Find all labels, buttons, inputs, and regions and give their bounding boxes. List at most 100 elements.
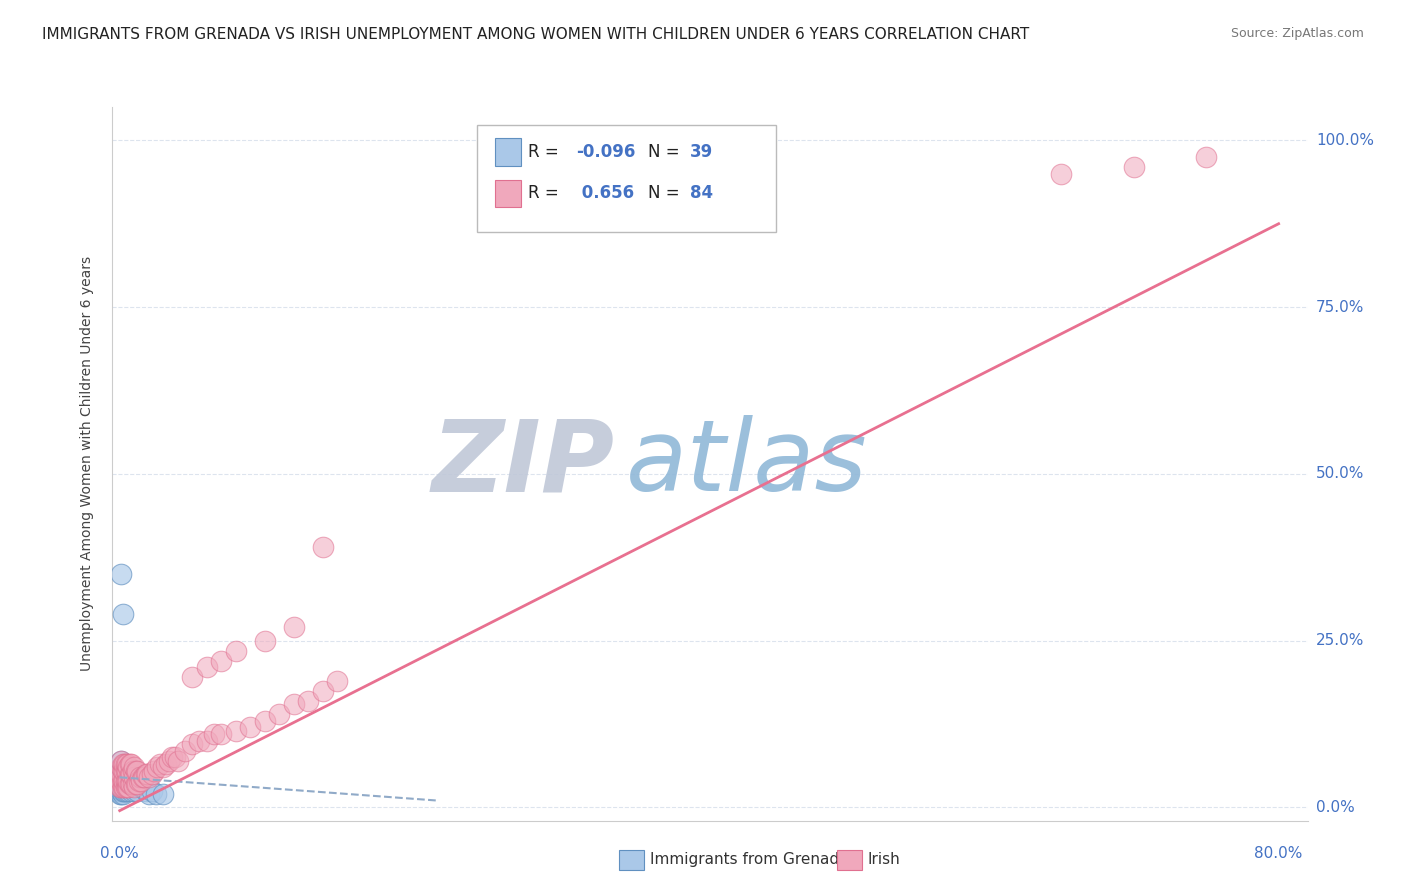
Point xyxy=(127,764,149,778)
Point xyxy=(110,780,132,795)
Point xyxy=(117,760,139,774)
Point xyxy=(122,770,145,784)
Point xyxy=(1050,167,1073,181)
Point xyxy=(121,764,143,778)
Point xyxy=(111,787,134,801)
Point xyxy=(297,693,319,707)
Text: 80.0%: 80.0% xyxy=(1254,846,1303,861)
Point xyxy=(141,767,163,781)
Text: IMMIGRANTS FROM GRENADA VS IRISH UNEMPLOYMENT AMONG WOMEN WITH CHILDREN UNDER 6 : IMMIGRANTS FROM GRENADA VS IRISH UNEMPLO… xyxy=(42,27,1029,42)
Point xyxy=(202,727,225,741)
Text: ZIP: ZIP xyxy=(432,416,614,512)
Point xyxy=(110,787,132,801)
Point xyxy=(110,767,132,781)
Text: R =: R = xyxy=(529,185,564,202)
Point xyxy=(108,787,131,801)
Point xyxy=(163,750,186,764)
Point xyxy=(122,783,145,797)
Point xyxy=(118,780,141,795)
Point xyxy=(111,756,134,771)
Point xyxy=(181,737,204,751)
Point xyxy=(127,777,149,791)
Point xyxy=(195,660,218,674)
Point xyxy=(112,773,135,788)
Text: 39: 39 xyxy=(690,143,713,161)
Text: N =: N = xyxy=(648,143,685,161)
Point xyxy=(122,780,145,795)
Text: 84: 84 xyxy=(690,185,713,202)
Point xyxy=(127,783,149,797)
Point xyxy=(120,767,142,781)
Point xyxy=(111,764,134,778)
Point xyxy=(195,733,218,747)
Point xyxy=(134,770,156,784)
Point xyxy=(112,780,135,795)
Text: R =: R = xyxy=(529,143,564,161)
Point xyxy=(135,767,157,781)
Point xyxy=(283,620,305,634)
Point xyxy=(118,756,141,771)
Point xyxy=(120,756,142,771)
Point xyxy=(181,670,204,684)
Point xyxy=(120,777,142,791)
Y-axis label: Unemployment Among Women with Children Under 6 years: Unemployment Among Women with Children U… xyxy=(80,256,94,672)
Point xyxy=(1122,160,1144,174)
Text: N =: N = xyxy=(648,185,685,202)
Point xyxy=(174,743,197,757)
Text: 0.656: 0.656 xyxy=(576,185,634,202)
Point xyxy=(118,767,141,781)
Point xyxy=(114,764,136,778)
Text: Immigrants from Grenada: Immigrants from Grenada xyxy=(650,853,848,867)
Point xyxy=(110,760,132,774)
Point xyxy=(114,777,136,791)
Point xyxy=(111,607,134,621)
Point xyxy=(121,780,143,795)
Point xyxy=(110,773,132,788)
Point xyxy=(111,767,134,781)
Point xyxy=(141,783,163,797)
Point xyxy=(129,770,152,784)
Point xyxy=(131,773,153,788)
Point xyxy=(110,754,132,768)
Point xyxy=(110,777,132,791)
Point xyxy=(311,540,333,554)
Point xyxy=(145,787,167,801)
Point xyxy=(128,773,150,788)
Text: 0.0%: 0.0% xyxy=(1316,800,1354,814)
Point xyxy=(160,750,183,764)
Point xyxy=(110,770,132,784)
Text: 50.0%: 50.0% xyxy=(1316,467,1364,482)
Point xyxy=(110,767,132,781)
FancyBboxPatch shape xyxy=(477,125,776,232)
Point xyxy=(114,780,136,795)
Point xyxy=(112,764,135,778)
Point xyxy=(121,777,143,791)
Point xyxy=(112,783,135,797)
Point xyxy=(132,770,155,784)
Point xyxy=(117,783,139,797)
Point xyxy=(311,683,333,698)
Point xyxy=(108,783,131,797)
Point xyxy=(117,773,139,788)
Point xyxy=(108,780,131,795)
Point xyxy=(188,733,211,747)
Point xyxy=(124,764,146,778)
Point xyxy=(112,756,135,771)
Point xyxy=(110,780,132,795)
Text: 75.0%: 75.0% xyxy=(1316,300,1364,315)
Point xyxy=(122,760,145,774)
Point xyxy=(253,714,276,728)
Point xyxy=(115,764,138,778)
Point xyxy=(114,773,136,788)
Point xyxy=(239,720,262,734)
Point xyxy=(110,783,132,797)
Text: 0.0%: 0.0% xyxy=(100,846,139,861)
Point xyxy=(112,777,135,791)
Point xyxy=(267,706,290,721)
Point xyxy=(253,633,276,648)
Point xyxy=(117,780,139,795)
Point xyxy=(225,643,247,657)
Point xyxy=(115,780,138,795)
Point xyxy=(115,780,138,795)
Point xyxy=(166,754,188,768)
